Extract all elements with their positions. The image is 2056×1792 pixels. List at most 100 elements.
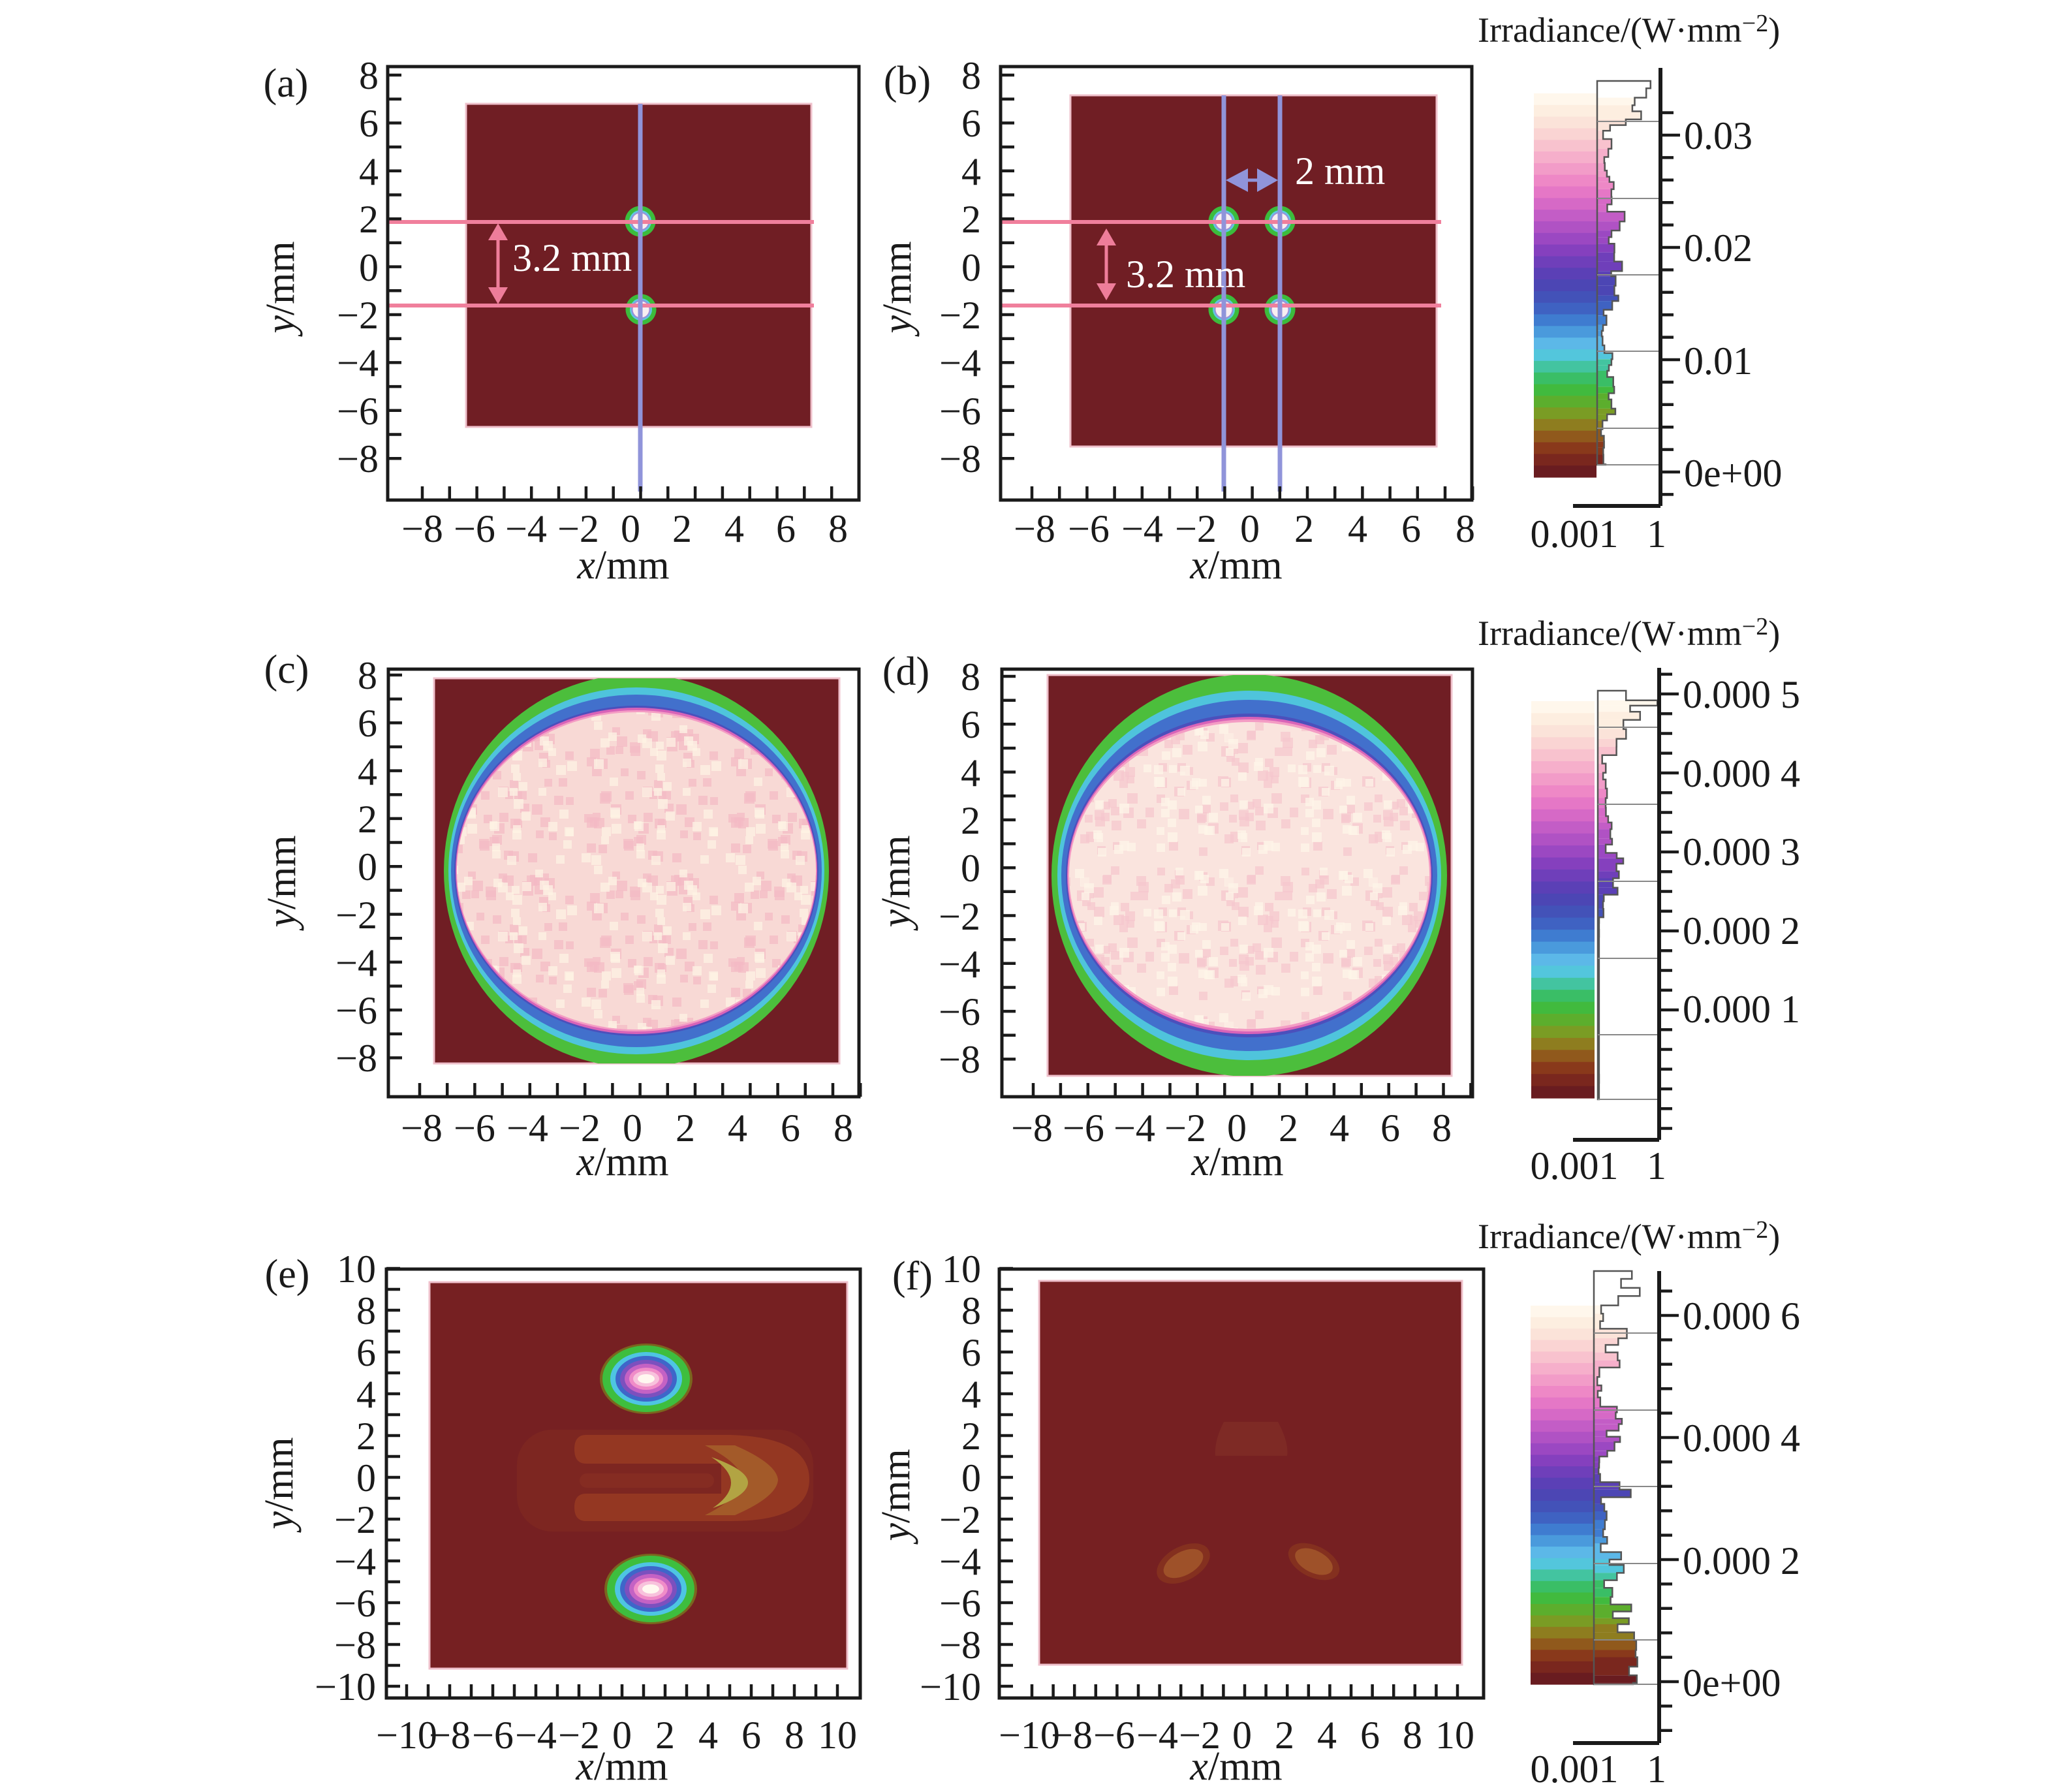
svg-text:0.000 4: 0.000 4 bbox=[1683, 1417, 1800, 1460]
svg-text:8: 8 bbox=[961, 1289, 981, 1332]
svg-text:−2: −2 bbox=[1164, 1107, 1206, 1150]
svg-text:4: 4 bbox=[356, 1373, 376, 1416]
svg-text:10: 10 bbox=[942, 1248, 981, 1291]
svg-text:y/mm: y/mm bbox=[874, 835, 918, 931]
svg-text:Irradiance/(W·mm−2): Irradiance/(W·mm−2) bbox=[1478, 10, 1780, 50]
svg-text:2: 2 bbox=[961, 198, 981, 241]
svg-text:8: 8 bbox=[828, 507, 848, 550]
svg-text:3.2 mm: 3.2 mm bbox=[512, 236, 632, 279]
svg-text:6: 6 bbox=[961, 703, 980, 746]
svg-text:−8: −8 bbox=[1014, 507, 1055, 550]
svg-text:6: 6 bbox=[356, 1331, 376, 1374]
svg-text:(e): (e) bbox=[265, 1252, 310, 1297]
svg-text:−10: −10 bbox=[999, 1714, 1060, 1757]
svg-text:2 mm: 2 mm bbox=[1295, 149, 1385, 193]
svg-text:x/mm: x/mm bbox=[575, 1744, 668, 1789]
svg-text:−2: −2 bbox=[939, 294, 981, 337]
svg-text:−8: −8 bbox=[429, 1714, 471, 1757]
svg-text:−2: −2 bbox=[939, 895, 980, 938]
svg-text:0: 0 bbox=[621, 507, 640, 550]
svg-text:0.000 2: 0.000 2 bbox=[1683, 1539, 1800, 1582]
svg-text:−4: −4 bbox=[1136, 1714, 1178, 1757]
svg-text:8: 8 bbox=[785, 1714, 804, 1757]
svg-text:4: 4 bbox=[359, 150, 379, 193]
svg-text:−6: −6 bbox=[1068, 507, 1110, 550]
svg-text:−2: −2 bbox=[939, 1498, 981, 1541]
svg-text:6: 6 bbox=[776, 507, 796, 550]
svg-text:−4: −4 bbox=[1114, 1107, 1155, 1150]
svg-text:−2: −2 bbox=[1179, 1714, 1221, 1757]
svg-text:0.02: 0.02 bbox=[1684, 227, 1752, 270]
svg-text:−6: −6 bbox=[337, 390, 379, 433]
svg-text:−4: −4 bbox=[939, 943, 980, 986]
svg-text:−10: −10 bbox=[315, 1665, 376, 1708]
svg-text:y/mm: y/mm bbox=[258, 241, 303, 337]
svg-text:4: 4 bbox=[728, 1107, 747, 1150]
svg-text:6: 6 bbox=[1380, 1107, 1400, 1150]
svg-text:3.2 mm: 3.2 mm bbox=[1126, 253, 1245, 296]
svg-text:−2: −2 bbox=[1175, 507, 1217, 550]
svg-text:−4: −4 bbox=[334, 1540, 376, 1583]
svg-text:y/mm: y/mm bbox=[260, 835, 304, 931]
svg-text:−8: −8 bbox=[401, 1107, 443, 1150]
svg-text:2: 2 bbox=[356, 1415, 376, 1458]
svg-text:−4: −4 bbox=[506, 1107, 548, 1150]
svg-text:−6: −6 bbox=[335, 989, 377, 1032]
svg-text:8: 8 bbox=[961, 54, 981, 97]
svg-text:0.001: 0.001 bbox=[1531, 512, 1619, 556]
svg-text:6: 6 bbox=[741, 1714, 761, 1757]
svg-text:0: 0 bbox=[961, 246, 981, 289]
svg-text:2: 2 bbox=[961, 1415, 981, 1458]
svg-text:0: 0 bbox=[358, 845, 377, 888]
svg-text:−6: −6 bbox=[1063, 1107, 1104, 1150]
svg-text:0e+00: 0e+00 bbox=[1684, 452, 1782, 495]
svg-text:−4: −4 bbox=[1121, 507, 1163, 550]
svg-text:0.000 4: 0.000 4 bbox=[1683, 752, 1800, 795]
svg-text:2: 2 bbox=[359, 198, 379, 241]
svg-text:0: 0 bbox=[1227, 1107, 1247, 1150]
svg-text:4: 4 bbox=[1348, 507, 1367, 550]
svg-text:0: 0 bbox=[1232, 1714, 1252, 1757]
svg-text:−6: −6 bbox=[939, 1582, 981, 1625]
svg-text:−4: −4 bbox=[939, 1540, 981, 1583]
svg-text:x/mm: x/mm bbox=[1191, 1140, 1283, 1184]
svg-text:2: 2 bbox=[676, 1107, 695, 1150]
svg-text:8: 8 bbox=[359, 54, 379, 97]
svg-text:−2: −2 bbox=[337, 294, 379, 337]
svg-text:2: 2 bbox=[1294, 507, 1314, 550]
svg-text:2: 2 bbox=[1275, 1714, 1294, 1757]
svg-text:0: 0 bbox=[1240, 507, 1260, 550]
svg-text:−4: −4 bbox=[505, 507, 547, 550]
svg-text:2: 2 bbox=[672, 507, 692, 550]
svg-text:0.001: 0.001 bbox=[1531, 1748, 1619, 1791]
svg-text:−4: −4 bbox=[515, 1714, 557, 1757]
svg-text:0: 0 bbox=[961, 1456, 981, 1500]
svg-text:0e+00: 0e+00 bbox=[1683, 1661, 1781, 1705]
svg-text:x/mm: x/mm bbox=[576, 1140, 668, 1184]
svg-text:8: 8 bbox=[358, 654, 377, 697]
svg-text:−2: −2 bbox=[557, 507, 599, 550]
svg-text:4: 4 bbox=[358, 750, 377, 793]
svg-text:10: 10 bbox=[1435, 1714, 1474, 1757]
svg-text:−6: −6 bbox=[472, 1714, 514, 1757]
svg-text:−4: −4 bbox=[939, 341, 981, 385]
svg-text:0: 0 bbox=[356, 1456, 376, 1500]
svg-text:x/mm: x/mm bbox=[576, 543, 669, 588]
svg-text:−10: −10 bbox=[920, 1665, 981, 1708]
svg-text:2: 2 bbox=[1279, 1107, 1298, 1150]
svg-text:−4: −4 bbox=[335, 941, 377, 984]
svg-text:−6: −6 bbox=[454, 507, 495, 550]
svg-text:−10: −10 bbox=[376, 1714, 437, 1757]
svg-text:0: 0 bbox=[359, 246, 379, 289]
svg-text:−2: −2 bbox=[558, 1714, 600, 1757]
svg-text:4: 4 bbox=[1317, 1714, 1337, 1757]
svg-text:6: 6 bbox=[359, 102, 379, 145]
svg-text:1: 1 bbox=[1647, 512, 1666, 556]
svg-text:Irradiance/(W·mm−2): Irradiance/(W·mm−2) bbox=[1478, 613, 1780, 653]
svg-text:0.03: 0.03 bbox=[1684, 114, 1752, 157]
svg-text:−6: −6 bbox=[939, 390, 981, 433]
svg-text:y/mm: y/mm bbox=[875, 241, 920, 337]
svg-text:y/mm: y/mm bbox=[874, 1449, 918, 1545]
svg-text:6: 6 bbox=[961, 102, 981, 145]
svg-text:6: 6 bbox=[961, 1331, 981, 1374]
